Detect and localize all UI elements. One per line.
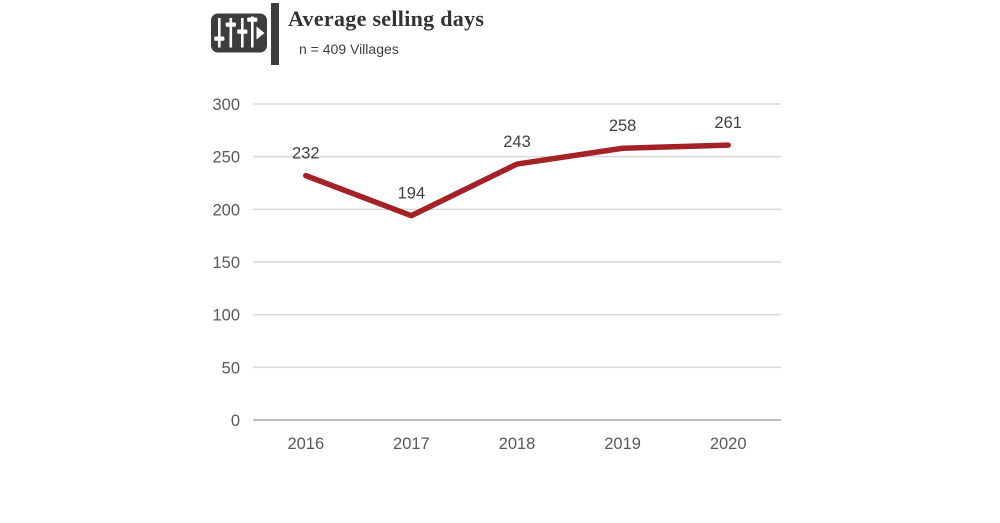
- x-tick-label: 2017: [393, 435, 430, 453]
- x-tick-label: 2019: [604, 435, 641, 453]
- y-tick-label: 0: [231, 412, 240, 430]
- chart-svg: 0 50 100 150 200 250 300 2016 2017 2018 2019 2020 23…: [212, 96, 781, 453]
- y-tick-label: 300: [212, 96, 240, 114]
- x-tick-label: 2018: [499, 435, 536, 453]
- data-label: 194: [398, 185, 426, 203]
- data-label: 243: [503, 133, 531, 151]
- y-tick-label: 100: [212, 307, 240, 325]
- series-line: [303, 142, 731, 219]
- y-tick-label: 50: [222, 359, 240, 377]
- chart-title: Average selling days: [288, 6, 485, 31]
- sample-size-note: n = 409 Villages: [299, 41, 399, 57]
- y-tick-label: 150: [212, 254, 240, 272]
- data-label: 261: [714, 114, 742, 132]
- x-tick-label: 2016: [287, 435, 324, 453]
- data-label: 232: [292, 145, 320, 163]
- y-tick-label: 250: [212, 149, 240, 167]
- data-label: 258: [609, 117, 637, 135]
- x-tick-label: 2020: [710, 435, 747, 453]
- header-accent-bar: [271, 3, 279, 65]
- sliders-play-icon: [211, 13, 267, 53]
- y-tick-label: 200: [212, 201, 240, 219]
